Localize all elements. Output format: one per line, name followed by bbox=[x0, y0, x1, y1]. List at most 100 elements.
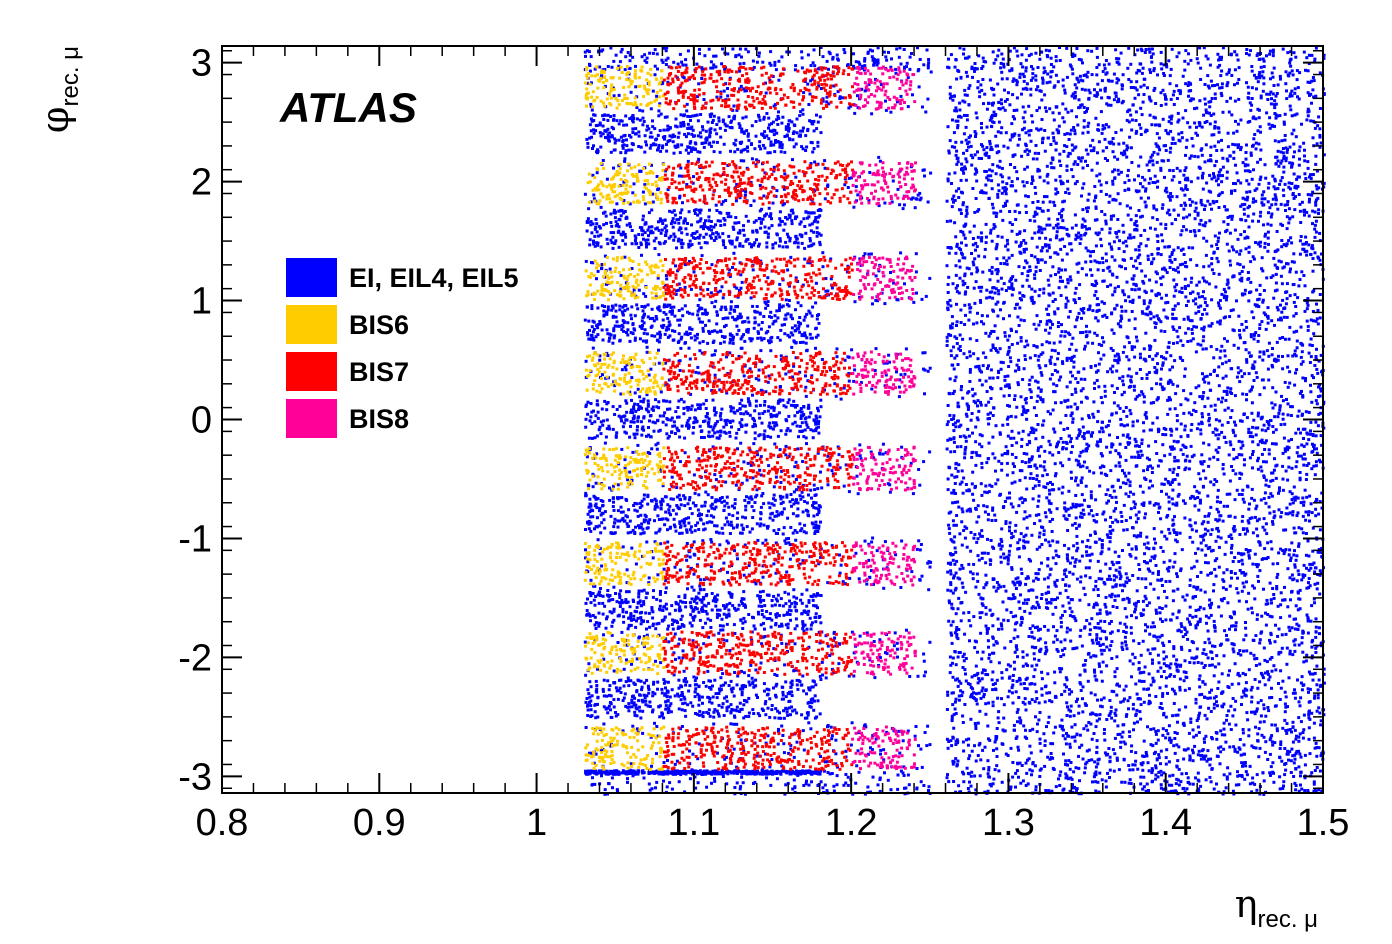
data-point bbox=[1181, 443, 1185, 447]
data-point bbox=[1294, 558, 1298, 562]
data-point bbox=[987, 101, 991, 105]
data-point bbox=[1059, 625, 1063, 629]
data-point bbox=[956, 160, 960, 164]
data-point bbox=[1081, 697, 1084, 701]
data-point bbox=[969, 717, 973, 721]
data-point bbox=[1290, 132, 1294, 136]
data-point bbox=[1203, 695, 1207, 699]
data-point bbox=[1103, 620, 1107, 623]
data-point bbox=[979, 238, 983, 242]
data-point bbox=[964, 157, 968, 161]
data-point bbox=[1306, 303, 1310, 307]
data-point bbox=[1060, 182, 1063, 186]
data-point bbox=[1021, 72, 1025, 76]
data-point bbox=[1069, 405, 1073, 409]
data-point bbox=[1295, 514, 1299, 518]
data-point bbox=[1094, 231, 1098, 235]
data-point bbox=[993, 768, 997, 772]
data-point bbox=[1152, 204, 1156, 208]
data-point bbox=[1024, 708, 1028, 712]
data-point bbox=[1309, 119, 1313, 123]
data-point bbox=[989, 660, 993, 664]
data-point bbox=[1074, 390, 1078, 394]
data-point bbox=[1225, 157, 1229, 161]
data-point bbox=[1013, 529, 1017, 533]
data-point bbox=[975, 416, 979, 420]
data-point bbox=[1269, 102, 1273, 106]
data-point bbox=[1300, 578, 1304, 582]
data-point bbox=[1077, 754, 1080, 758]
data-point bbox=[1002, 552, 1006, 556]
data-point bbox=[999, 209, 1003, 213]
data-point bbox=[947, 172, 951, 176]
data-point bbox=[1178, 263, 1182, 267]
data-point bbox=[1096, 559, 1100, 563]
data-point bbox=[1260, 438, 1264, 442]
data-point bbox=[1300, 200, 1304, 204]
data-point bbox=[1251, 219, 1255, 223]
data-point bbox=[1005, 238, 1009, 242]
data-point bbox=[1127, 78, 1131, 81]
data-point bbox=[1198, 222, 1202, 226]
data-point bbox=[1287, 239, 1291, 243]
data-point bbox=[1194, 350, 1198, 354]
data-point bbox=[1061, 578, 1065, 581]
data-point bbox=[1293, 549, 1296, 553]
data-point bbox=[1059, 215, 1063, 219]
data-point bbox=[1317, 706, 1321, 710]
data-point bbox=[1056, 217, 1060, 221]
data-point bbox=[1184, 145, 1188, 149]
data-point bbox=[1051, 291, 1055, 295]
data-point bbox=[1081, 166, 1085, 170]
data-point bbox=[1048, 80, 1052, 84]
data-point bbox=[952, 429, 956, 433]
data-point bbox=[1087, 444, 1091, 448]
data-point bbox=[1172, 645, 1176, 649]
data-point bbox=[1236, 179, 1240, 183]
data-point bbox=[1101, 261, 1105, 265]
data-point bbox=[969, 695, 973, 699]
data-point bbox=[1063, 91, 1067, 95]
data-point bbox=[1249, 260, 1253, 264]
data-point bbox=[1213, 234, 1217, 238]
data-point bbox=[1221, 174, 1224, 178]
data-point bbox=[1310, 711, 1314, 715]
data-point bbox=[1089, 149, 1093, 153]
data-point bbox=[951, 282, 955, 286]
data-point bbox=[1297, 643, 1301, 647]
data-point bbox=[1106, 285, 1110, 288]
data-point bbox=[1168, 259, 1172, 263]
data-point bbox=[994, 134, 998, 138]
data-point bbox=[1228, 627, 1231, 631]
data-point bbox=[980, 434, 984, 438]
data-point bbox=[1275, 727, 1279, 731]
data-point bbox=[985, 288, 989, 292]
data-point bbox=[964, 70, 968, 74]
data-point bbox=[1060, 268, 1064, 272]
data-point bbox=[1151, 159, 1155, 163]
data-point bbox=[1074, 223, 1078, 227]
data-point bbox=[1121, 241, 1125, 245]
data-point bbox=[1208, 122, 1212, 126]
data-point bbox=[1070, 168, 1074, 172]
data-point bbox=[951, 118, 954, 122]
data-point bbox=[1002, 618, 1006, 622]
data-point bbox=[961, 230, 965, 234]
data-point bbox=[1065, 164, 1069, 168]
data-point bbox=[1148, 301, 1152, 305]
data-point bbox=[1318, 569, 1322, 573]
data-point bbox=[1183, 201, 1187, 205]
data-point bbox=[1087, 748, 1091, 752]
data-point bbox=[1261, 57, 1265, 61]
data-point bbox=[994, 424, 998, 428]
data-point bbox=[1169, 67, 1173, 71]
data-point bbox=[1227, 68, 1231, 72]
data-point bbox=[1236, 652, 1240, 656]
data-point bbox=[1223, 205, 1227, 209]
data-point bbox=[1240, 519, 1244, 523]
data-point bbox=[1144, 561, 1148, 565]
data-point bbox=[1281, 726, 1285, 730]
data-point bbox=[1204, 143, 1208, 147]
data-point bbox=[987, 701, 991, 705]
data-point bbox=[1051, 322, 1054, 326]
